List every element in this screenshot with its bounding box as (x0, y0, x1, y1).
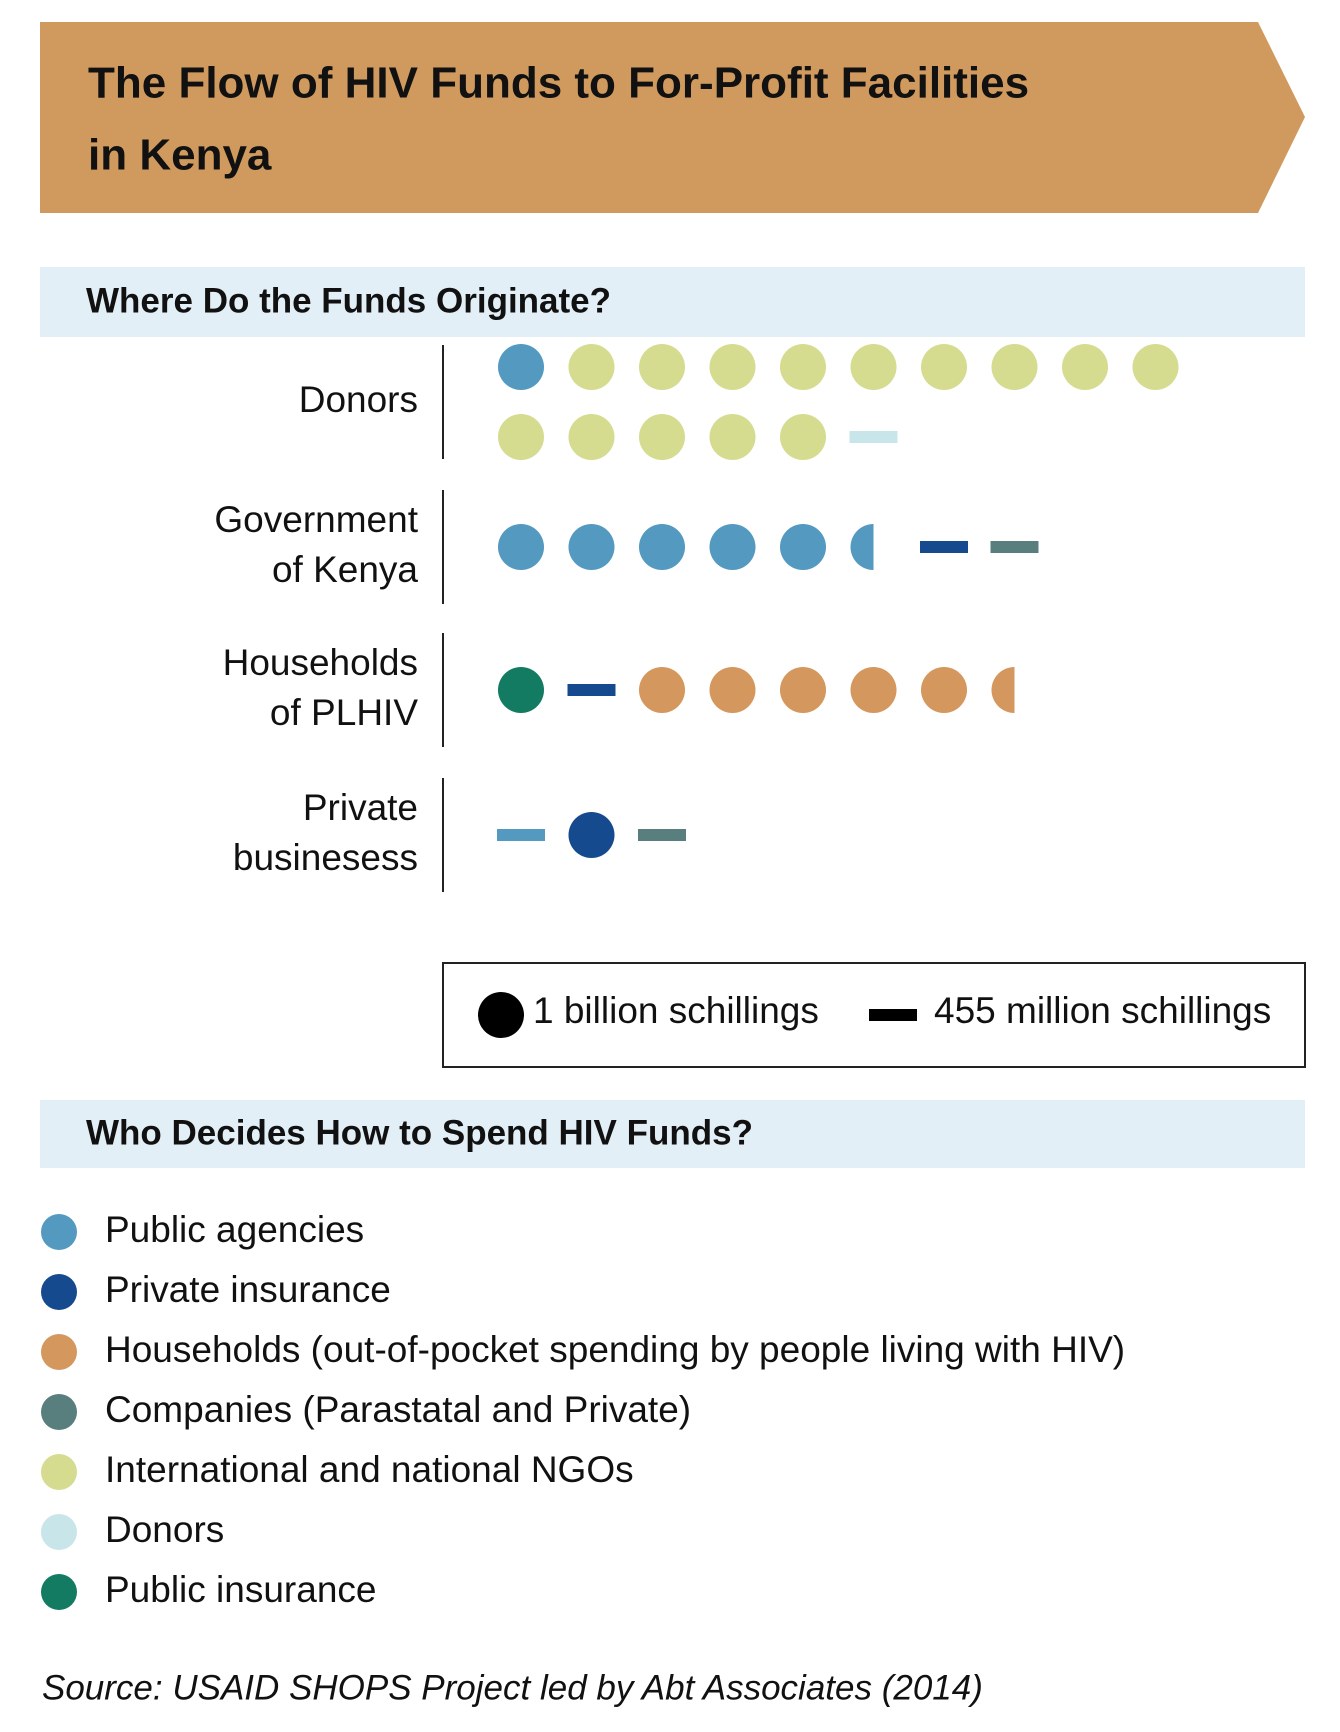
title-banner (40, 22, 1305, 213)
fund-dot (850, 667, 897, 713)
fund-dot (850, 344, 897, 390)
fund-dot (498, 414, 544, 460)
legend-label: Companies (Parastatal and Private) (105, 1389, 691, 1430)
fund-dash (638, 829, 686, 841)
fund-dot (921, 344, 967, 390)
fund-dot (780, 344, 826, 390)
fund-dot (1132, 344, 1179, 390)
fund-dot (568, 414, 615, 460)
fund-partial-dot (850, 524, 874, 570)
fund-dash (497, 829, 545, 841)
legend-label: International and national NGOs (105, 1449, 634, 1490)
section-header (40, 1100, 1305, 1168)
fund-dot (921, 667, 967, 713)
legend-label: Public agencies (105, 1209, 364, 1250)
row-label: Private (303, 787, 418, 828)
unit-dash (869, 1009, 917, 1021)
fund-dash (849, 431, 898, 443)
row-label: Households (223, 642, 418, 683)
fund-dot (780, 667, 826, 713)
fund-dot (709, 344, 756, 390)
legend-dot (41, 1214, 77, 1250)
fund-dash (567, 684, 616, 696)
row-label: Donors (299, 379, 418, 420)
fund-dot (639, 667, 685, 713)
fund-dot (709, 524, 756, 570)
fund-dash (990, 541, 1039, 553)
section-title: Where Do the Funds Originate? (86, 281, 611, 320)
legend-label: Public insurance (105, 1569, 376, 1610)
fund-partial-dot (991, 667, 1015, 713)
fund-dot (780, 414, 826, 460)
title-line: in Kenya (88, 131, 272, 180)
row-label: of Kenya (272, 549, 418, 590)
legend-dot (41, 1454, 77, 1490)
source: Source: USAID SHOPS Project led by Abt A… (42, 1668, 983, 1707)
fund-dot (639, 524, 685, 570)
unit-label: 1 billion schillings (533, 990, 819, 1031)
fund-dot (1062, 344, 1108, 390)
title-line: The Flow of HIV Funds to For-Profit Faci… (88, 59, 1029, 108)
unit-label: 455 million schillings (934, 990, 1271, 1031)
row-label: businesess (233, 837, 418, 878)
fund-dot (498, 524, 544, 570)
fund-dot (498, 667, 544, 713)
fund-dot (991, 344, 1038, 390)
section-title: Who Decides How to Spend HIV Funds? (86, 1113, 753, 1152)
fund-dot (709, 414, 756, 460)
unit-dot (478, 992, 524, 1038)
fund-dot (568, 812, 615, 858)
legend-dot (41, 1574, 77, 1610)
fund-dot (780, 524, 826, 570)
legend-dot (41, 1514, 77, 1550)
legend-label: Private insurance (105, 1269, 391, 1310)
fund-dot (498, 344, 544, 390)
legend-label: Households (out-of-pocket spending by pe… (105, 1329, 1125, 1370)
legend-dot (41, 1394, 77, 1430)
row-label: Government (214, 499, 418, 540)
section-header (40, 267, 1305, 337)
fund-dot (568, 524, 615, 570)
row-label: of PLHIV (270, 692, 418, 733)
legend-dot (41, 1274, 77, 1310)
fund-dot (709, 667, 756, 713)
legend-label: Donors (105, 1509, 224, 1550)
fund-dot (639, 414, 685, 460)
fund-dot (568, 344, 615, 390)
legend-dot (41, 1334, 77, 1370)
fund-dash (920, 541, 968, 553)
fund-dot (639, 344, 685, 390)
